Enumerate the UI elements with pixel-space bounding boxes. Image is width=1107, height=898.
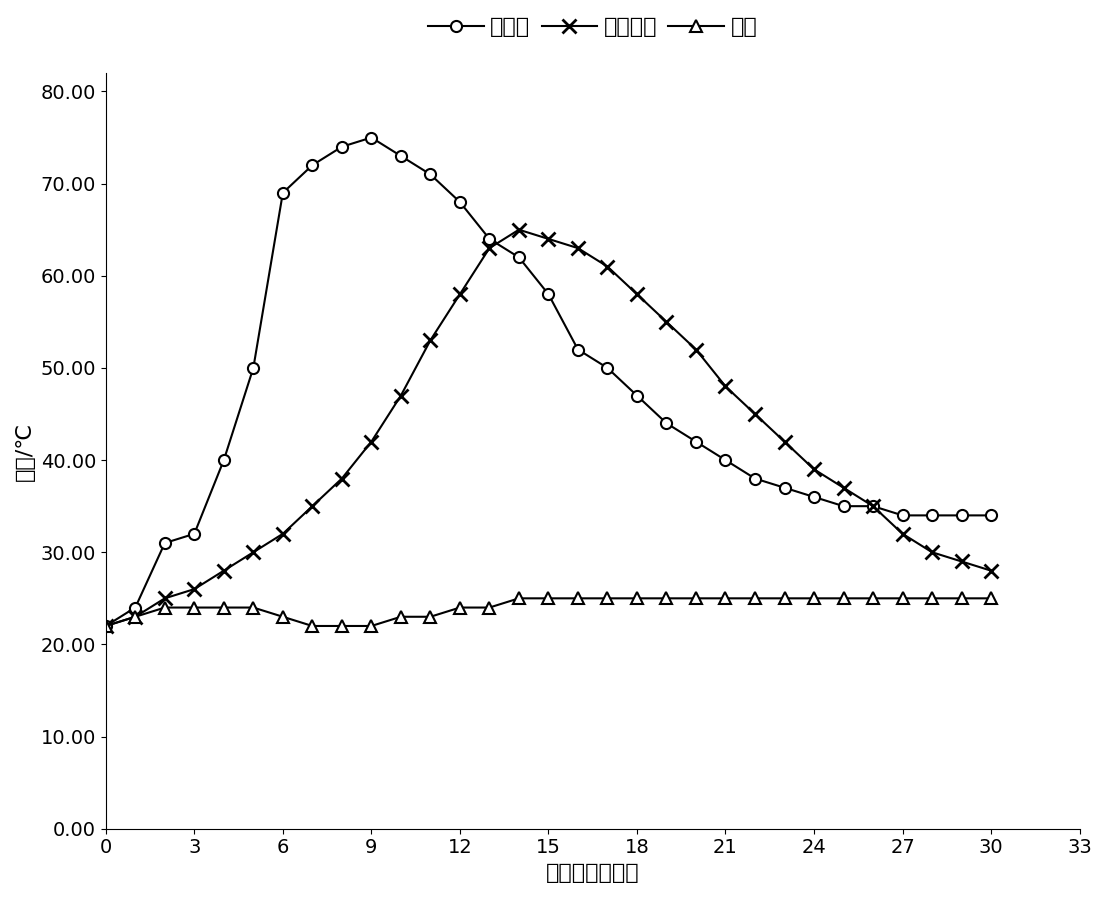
气温 [867, 593, 880, 603]
启动剂 [424, 169, 437, 180]
无启动剂 [690, 344, 703, 355]
气温 [807, 593, 820, 603]
启动剂 [188, 528, 201, 539]
气温 [837, 593, 850, 603]
气温 [541, 593, 555, 603]
无启动剂 [896, 528, 909, 539]
气温 [453, 603, 466, 613]
无启动剂 [306, 501, 319, 512]
无启动剂 [424, 335, 437, 346]
无启动剂 [394, 391, 407, 401]
启动剂 [984, 510, 997, 521]
无启动剂 [925, 547, 939, 558]
气温 [217, 603, 230, 613]
无启动剂 [660, 316, 673, 327]
X-axis label: 腐解时间（天）: 腐解时间（天） [546, 863, 640, 883]
启动剂 [778, 482, 792, 493]
启动剂 [601, 363, 614, 374]
无启动剂 [128, 612, 142, 622]
无启动剂 [158, 593, 172, 603]
气温 [748, 593, 762, 603]
无启动剂 [778, 436, 792, 447]
启动剂 [690, 436, 703, 447]
气温 [778, 593, 792, 603]
无启动剂 [188, 584, 201, 594]
气温 [188, 603, 201, 613]
无启动剂 [541, 233, 555, 244]
气温 [925, 593, 939, 603]
启动剂 [718, 454, 732, 465]
气温 [571, 593, 584, 603]
气温 [247, 603, 260, 613]
启动剂 [247, 363, 260, 374]
无启动剂 [513, 224, 526, 235]
启动剂 [158, 538, 172, 549]
气温 [335, 621, 349, 631]
无启动剂 [718, 381, 732, 392]
气温 [718, 593, 732, 603]
无启动剂 [277, 528, 290, 539]
气温 [660, 593, 673, 603]
启动剂 [541, 289, 555, 300]
无启动剂 [955, 556, 969, 567]
气温 [483, 603, 496, 613]
启动剂 [306, 160, 319, 171]
无启动剂 [453, 289, 466, 300]
无启动剂 [867, 501, 880, 512]
无启动剂 [630, 289, 643, 300]
气温 [896, 593, 909, 603]
启动剂 [660, 418, 673, 428]
无启动剂 [335, 473, 349, 484]
气温 [955, 593, 969, 603]
Legend: 启动剂, 无启动剂, 气温: 启动剂, 无启动剂, 气温 [420, 9, 766, 47]
气温 [128, 612, 142, 622]
启动剂 [364, 132, 377, 143]
气温 [984, 593, 997, 603]
气温 [158, 603, 172, 613]
启动剂 [217, 454, 230, 465]
启动剂 [277, 188, 290, 198]
无启动剂 [217, 566, 230, 577]
启动剂 [925, 510, 939, 521]
启动剂 [453, 197, 466, 207]
无启动剂 [364, 436, 377, 447]
无启动剂 [984, 566, 997, 577]
气温 [277, 612, 290, 622]
气温 [630, 593, 643, 603]
启动剂 [571, 344, 584, 355]
无启动剂 [748, 409, 762, 419]
启动剂 [955, 510, 969, 521]
Line: 无启动剂: 无启动剂 [99, 223, 999, 633]
气温 [601, 593, 614, 603]
无启动剂 [100, 621, 113, 631]
启动剂 [807, 491, 820, 502]
气温 [690, 593, 703, 603]
Line: 启动剂: 启动剂 [101, 132, 996, 631]
启动剂 [867, 501, 880, 512]
无启动剂 [601, 261, 614, 272]
启动剂 [748, 473, 762, 484]
气温 [100, 621, 113, 631]
无启动剂 [571, 242, 584, 253]
启动剂 [483, 233, 496, 244]
启动剂 [837, 501, 850, 512]
无启动剂 [247, 547, 260, 558]
启动剂 [335, 141, 349, 152]
气温 [364, 621, 377, 631]
气温 [424, 612, 437, 622]
气温 [306, 621, 319, 631]
气温 [513, 593, 526, 603]
无启动剂 [483, 242, 496, 253]
无启动剂 [837, 482, 850, 493]
启动剂 [896, 510, 909, 521]
气温 [394, 612, 407, 622]
Y-axis label: 温度/℃: 温度/℃ [15, 421, 35, 480]
Line: 气温: 气温 [100, 592, 997, 632]
启动剂 [128, 603, 142, 613]
启动剂 [100, 621, 113, 631]
启动剂 [513, 252, 526, 263]
启动剂 [394, 151, 407, 162]
无启动剂 [807, 464, 820, 475]
启动剂 [630, 391, 643, 401]
